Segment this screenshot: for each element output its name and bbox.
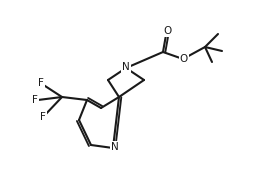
- Text: F: F: [40, 112, 46, 122]
- Text: N: N: [122, 62, 130, 72]
- Text: N: N: [111, 142, 119, 152]
- Text: F: F: [32, 95, 38, 105]
- Text: F: F: [38, 78, 44, 88]
- Text: O: O: [180, 54, 188, 64]
- Text: O: O: [163, 26, 171, 36]
